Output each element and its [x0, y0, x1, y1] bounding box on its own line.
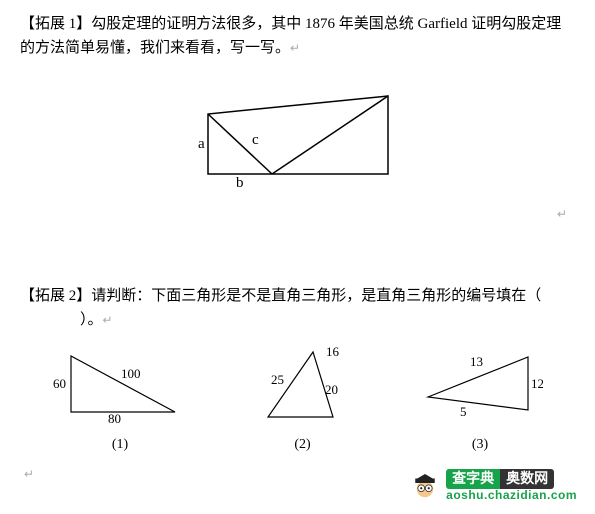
garfield-figure: a b c [20, 74, 575, 197]
triangle-1: 60 80 100 (1) [53, 342, 188, 456]
triangle-row: 60 80 100 (1) 25 16 20 (2) 13 12 5 (3) [20, 342, 575, 456]
triangle-2: 25 16 20 (2) [253, 342, 353, 456]
garfield-svg: a b c [188, 74, 408, 189]
watermark: 查字典 奥数网 aoshu.chazidian.com [410, 469, 577, 502]
wm-brand-b: 奥数网 [500, 469, 554, 488]
problem2-label: 【拓展 2】 [20, 288, 91, 304]
t2-top: 16 [326, 344, 340, 359]
t1-left: 60 [53, 376, 66, 391]
t1-right: 100 [121, 366, 141, 381]
problem2-body: 请判断：下面三角形是不是直角三角形，是直角三角形的编号填在（ [91, 288, 541, 304]
triangle-3: 13 12 5 (3) [418, 342, 543, 456]
label-a: a [198, 136, 205, 152]
triangle-3-svg: 13 12 5 [418, 342, 543, 424]
t1-bottom: 80 [108, 411, 121, 424]
problem1-text: 【拓展 1】勾股定理的证明方法很多，其中 1876 年美国总统 Garfield… [20, 12, 575, 60]
t1-caption: (1) [53, 434, 188, 456]
mascot-icon [410, 471, 440, 501]
problem2-text: 【拓展 2】请判断：下面三角形是不是直角三角形，是直角三角形的编号填在（ ）。↵ [20, 284, 575, 332]
problem2-end: ）。 [80, 312, 103, 328]
t2-right: 20 [325, 382, 338, 397]
t3-right: 12 [531, 376, 543, 391]
watermark-text: 查字典 奥数网 aoshu.chazidian.com [446, 469, 577, 502]
line-break-mark: ↵ [103, 313, 113, 327]
triangle-1-svg: 60 80 100 [53, 342, 188, 424]
wm-url: aoshu.chazidian.com [446, 489, 577, 502]
t3-top: 13 [470, 354, 483, 369]
wm-brand-a: 查字典 [446, 469, 500, 488]
label-b: b [236, 175, 244, 189]
triangle-2-svg: 25 16 20 [253, 342, 353, 424]
t2-left: 25 [271, 372, 284, 387]
problem1-label: 【拓展 1】 [20, 16, 91, 32]
line-break-mark: ↵ [290, 41, 300, 55]
t3-bl: 5 [460, 404, 467, 419]
t2-caption: (2) [253, 434, 353, 456]
label-c: c [252, 132, 259, 148]
line-break-mark: ↵ [20, 205, 567, 224]
t3-caption: (3) [418, 434, 543, 456]
